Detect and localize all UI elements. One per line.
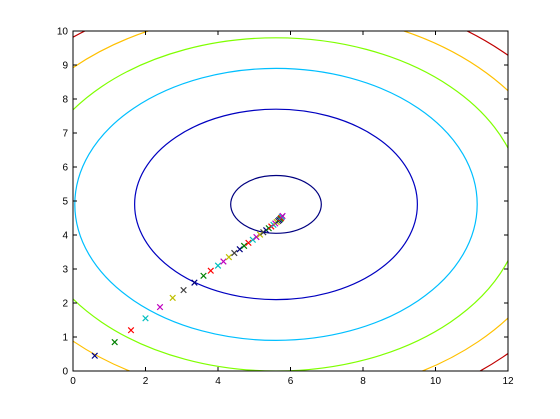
data-point: [279, 212, 286, 220]
data-point: [127, 326, 135, 334]
y-tick-label: 7: [62, 129, 68, 140]
data-point: [191, 279, 198, 286]
x-tick-label: 10: [430, 376, 442, 387]
y-axis-ticks: 0 1 2 3 4 5 6 7 8 9 10: [57, 27, 508, 378]
data-point: [180, 286, 187, 294]
y-tick-label: 1: [62, 333, 68, 344]
y-tick-label: 4: [62, 231, 68, 242]
y-tick-label: 0: [62, 367, 68, 378]
data-point: [225, 253, 233, 261]
data-point: [156, 303, 164, 311]
data-point: [231, 249, 238, 257]
y-tick-label: 5: [62, 197, 68, 208]
data-point: [169, 294, 176, 302]
data-point: [253, 233, 260, 241]
x-tick-label: 8: [360, 376, 366, 387]
data-point: [91, 352, 98, 359]
contour-level-3: [74, 67, 478, 341]
x-tick-label: 6: [288, 376, 294, 387]
data-point: [142, 315, 149, 322]
data-point: [111, 338, 118, 346]
data-point: [236, 246, 243, 253]
y-tick-label: 9: [62, 61, 68, 72]
y-tick-label: 8: [62, 95, 68, 106]
contour-level-1: [230, 174, 322, 234]
data-point: [245, 239, 252, 247]
data-point: [256, 231, 264, 238]
data-point: [207, 267, 214, 274]
x-tick-label: 12: [502, 376, 514, 387]
data-point: [240, 242, 248, 250]
y-tick-label: 10: [57, 27, 69, 38]
data-point: [200, 272, 207, 280]
data-point: [260, 229, 267, 236]
data-point: [249, 236, 257, 243]
y-tick-label: 6: [62, 163, 68, 174]
x-tick-label: 0: [70, 376, 76, 387]
plot-area: [72, 30, 509, 372]
x-tick-label: 4: [215, 376, 221, 387]
contour-level-2: [134, 108, 418, 301]
axes-frame: [72, 30, 509, 372]
x-tick-label: 2: [143, 376, 149, 387]
data-point: [214, 262, 222, 269]
y-tick-label: 2: [62, 299, 68, 310]
data-markers: [91, 212, 286, 359]
contour-level-4: [73, 37, 508, 371]
x-axis-ticks: 0 2 4 6 8 10 12: [70, 31, 514, 387]
y-tick-label: 3: [62, 265, 68, 276]
data-point: [220, 258, 227, 265]
